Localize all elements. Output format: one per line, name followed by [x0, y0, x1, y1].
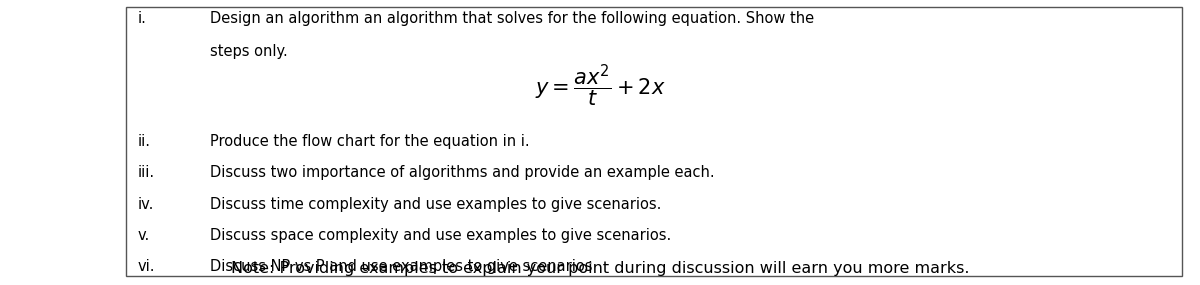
Text: i.: i.	[138, 11, 146, 27]
Text: Discuss two importance of algorithms and provide an example each.: Discuss two importance of algorithms and…	[210, 165, 715, 180]
FancyBboxPatch shape	[126, 7, 1182, 276]
Text: Discuss time complexity and use examples to give scenarios.: Discuss time complexity and use examples…	[210, 197, 661, 212]
Text: Design an algorithm an algorithm that solves for the following equation. Show th: Design an algorithm an algorithm that so…	[210, 11, 814, 27]
Text: v.: v.	[138, 228, 150, 243]
Text: ii.: ii.	[138, 134, 151, 149]
Text: vi.: vi.	[138, 259, 156, 274]
Text: steps only.: steps only.	[210, 44, 288, 59]
Text: Note: Providing examples to explain your point during discussion will earn you m: Note: Providing examples to explain your…	[230, 261, 970, 276]
Text: $y = \dfrac{ax^2}{t} + 2x$: $y = \dfrac{ax^2}{t} + 2x$	[535, 62, 665, 109]
Text: Discuss space complexity and use examples to give scenarios.: Discuss space complexity and use example…	[210, 228, 671, 243]
Text: iv.: iv.	[138, 197, 155, 212]
Text: Produce the flow chart for the equation in i.: Produce the flow chart for the equation …	[210, 134, 529, 149]
Text: Discuss NP vs P and use examples to give scenarios: Discuss NP vs P and use examples to give…	[210, 259, 593, 274]
Text: iii.: iii.	[138, 165, 155, 180]
